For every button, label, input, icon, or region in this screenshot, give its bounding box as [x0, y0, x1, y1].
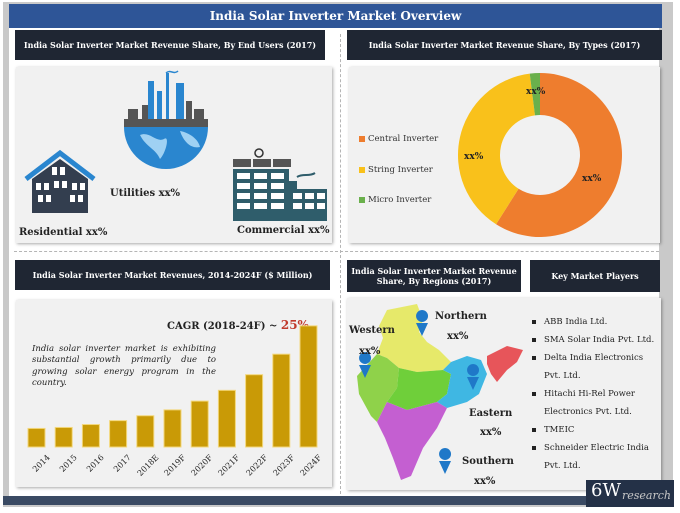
bar-2016: [81, 424, 100, 448]
commercial-building-icon: [233, 148, 327, 221]
india-map: [357, 304, 523, 480]
bar-2015: [54, 426, 73, 448]
legend-item-string: String Inverter: [359, 165, 433, 175]
divider-horizontal: [14, 251, 659, 252]
legend-swatch-string: [359, 167, 365, 173]
region-western-name: Western: [349, 325, 395, 336]
bottom-bar: [3, 496, 670, 505]
legend-swatch-central: [359, 136, 365, 142]
bar-2019F: [163, 409, 182, 448]
map-region-northeast: [487, 346, 523, 382]
map-pins: [359, 310, 480, 474]
bar-2014: [27, 427, 46, 448]
region-eastern-name: Eastern: [469, 408, 513, 419]
player-item: ABB India Ltd.: [530, 313, 658, 331]
house-icon: [24, 149, 96, 213]
players-header: Key Market Players: [530, 260, 660, 292]
bar-2022F: [245, 374, 264, 448]
revenues-header: India Solar Inverter Market Revenues, 20…: [15, 260, 330, 290]
region-northern-name: Northern: [435, 311, 487, 322]
globe-factory-icon: [124, 70, 208, 169]
player-item: SMA Solar India Pvt. Ltd.: [530, 331, 658, 349]
market-description: India solar inverter market is exhibitin…: [32, 344, 216, 389]
legend-label-string: String Inverter: [368, 165, 433, 175]
map-region-central: [387, 368, 451, 410]
6wresearch-logo: 6W research: [586, 480, 674, 507]
bar-2021F: [217, 389, 236, 448]
residential-label: Residential xx%: [19, 227, 108, 238]
player-item: TMEIC: [530, 421, 658, 439]
player-item: Hitachi Hi-Rel Power Electronics Pvt. Lt…: [530, 385, 658, 421]
logo-text-small: research: [622, 489, 671, 502]
types-header: India Solar Inverter Market Revenue Shar…: [347, 30, 662, 60]
region-eastern-value: xx%: [480, 427, 502, 438]
page-title: India Solar Inverter Market Overview: [9, 4, 662, 28]
donut-slice-string: [458, 73, 535, 225]
bar-2023F: [272, 353, 291, 448]
region-southern-name: Southern: [462, 456, 514, 467]
slice-label-micro: xx%: [526, 87, 546, 97]
end-users-header: India Solar Inverter Market Revenue Shar…: [15, 30, 325, 60]
legend-label-central: Central Inverter: [368, 134, 439, 144]
logo-text-big: 6W: [591, 480, 621, 501]
bar-chart: [27, 325, 318, 448]
legend-label-micro: Micro Inverter: [368, 195, 432, 205]
donut-slice-central: [496, 73, 622, 237]
slice-label-central: xx%: [582, 174, 602, 184]
bar-2024F: [299, 325, 318, 448]
legend-item-central: Central Inverter: [359, 134, 438, 144]
region-northern-value: xx%: [447, 331, 469, 342]
types-panel: Central Inverter String Inverter Micro I…: [349, 67, 660, 243]
divider-vertical: [340, 34, 341, 494]
map-region-south: [377, 402, 447, 480]
regions-header: India Solar Inverter Market Revenue Shar…: [347, 260, 521, 292]
legend-swatch-micro: [359, 197, 365, 203]
utilities-label: Utilities xx%: [110, 188, 181, 199]
slice-label-string: xx%: [464, 152, 484, 162]
map-region-north: [377, 304, 451, 372]
player-item: Delta India Electronics Pvt. Ltd.: [530, 349, 658, 385]
cagr-label: CAGR (2018-24F) ~: [167, 321, 281, 332]
commercial-label: Commercial xx%: [237, 225, 330, 236]
region-western-value: xx%: [359, 346, 381, 357]
revenues-panel: CAGR (2018-24F) ~ 25% India solar invert…: [16, 300, 332, 487]
bar-2017: [109, 420, 128, 448]
legend-item-micro: Micro Inverter: [359, 195, 431, 205]
regions-players-panel: Northern xx% Western xx% Eastern xx% Sou…: [347, 298, 661, 490]
bar-2018E: [136, 415, 155, 448]
bar-2020F: [190, 400, 209, 448]
end-users-panel: Utilities xx% Residential xx% Commercial…: [16, 67, 332, 243]
key-players-list: ABB India Ltd. SMA Solar India Pvt. Ltd.…: [530, 313, 658, 475]
donut-slice-micro: [529, 73, 540, 116]
region-southern-value: xx%: [474, 476, 496, 487]
player-item: Schneider Electric India Pvt. Ltd.: [530, 439, 658, 475]
donut-chart: [458, 73, 622, 237]
